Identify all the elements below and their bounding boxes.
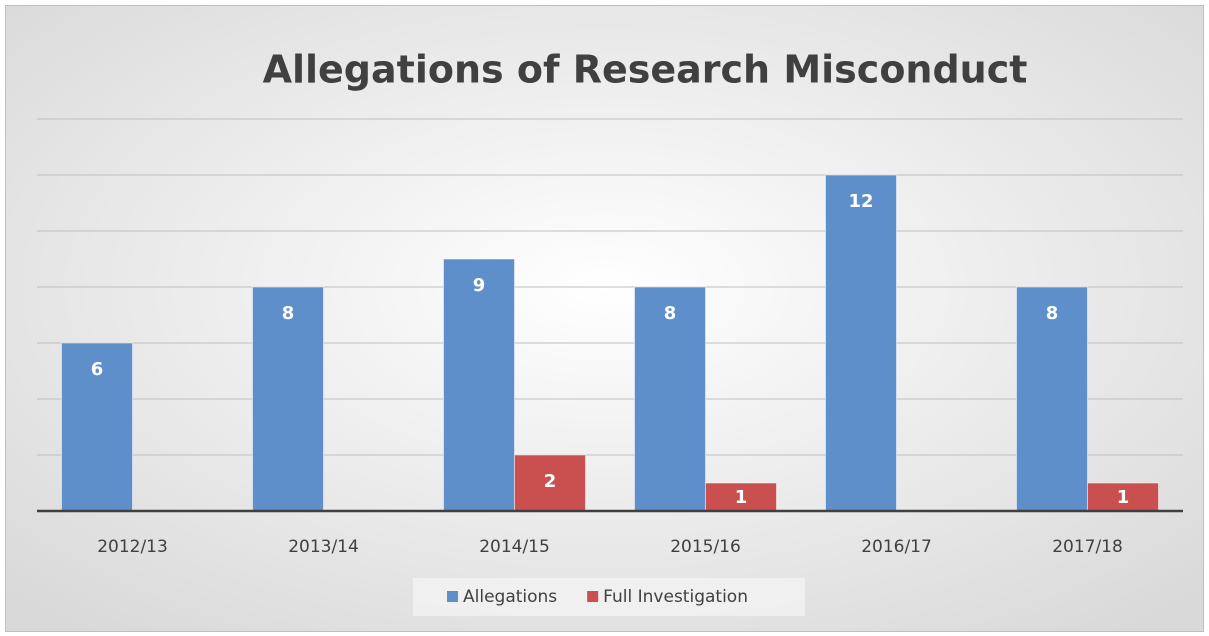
data-label: 8 <box>282 303 295 324</box>
bar <box>61 342 133 512</box>
bar <box>514 454 586 512</box>
bar <box>252 286 324 512</box>
x-tick-label: 2014/15 <box>479 537 550 557</box>
x-tick-label: 2017/18 <box>1052 537 1123 557</box>
chart-title: Allegations of Research Misconduct <box>263 48 1028 92</box>
data-label: 6 <box>91 359 104 380</box>
bar <box>443 258 515 512</box>
data-label: 1 <box>735 487 748 508</box>
bar <box>1016 286 1088 512</box>
data-label: 8 <box>1046 303 1059 324</box>
data-label: 2 <box>544 471 557 492</box>
data-label: 12 <box>848 191 873 212</box>
legend-swatch <box>587 591 599 602</box>
legend-box <box>413 578 805 616</box>
x-tick-label: 2012/13 <box>97 537 168 557</box>
chart-background <box>5 5 1204 632</box>
legend-label: Allegations <box>463 587 557 607</box>
data-label: 1 <box>1117 487 1130 508</box>
legend-swatch <box>447 591 458 602</box>
bar <box>825 174 897 512</box>
legend: Allegations Full Investigation <box>447 587 748 607</box>
data-label: 8 <box>664 303 677 324</box>
legend-label: Full Investigation <box>603 587 748 607</box>
x-tick-label: 2015/16 <box>670 537 741 557</box>
data-label: 9 <box>473 275 486 296</box>
bar <box>1087 482 1159 512</box>
x-tick-label: 2013/14 <box>288 537 359 557</box>
x-tick-label: 2016/17 <box>861 537 932 557</box>
